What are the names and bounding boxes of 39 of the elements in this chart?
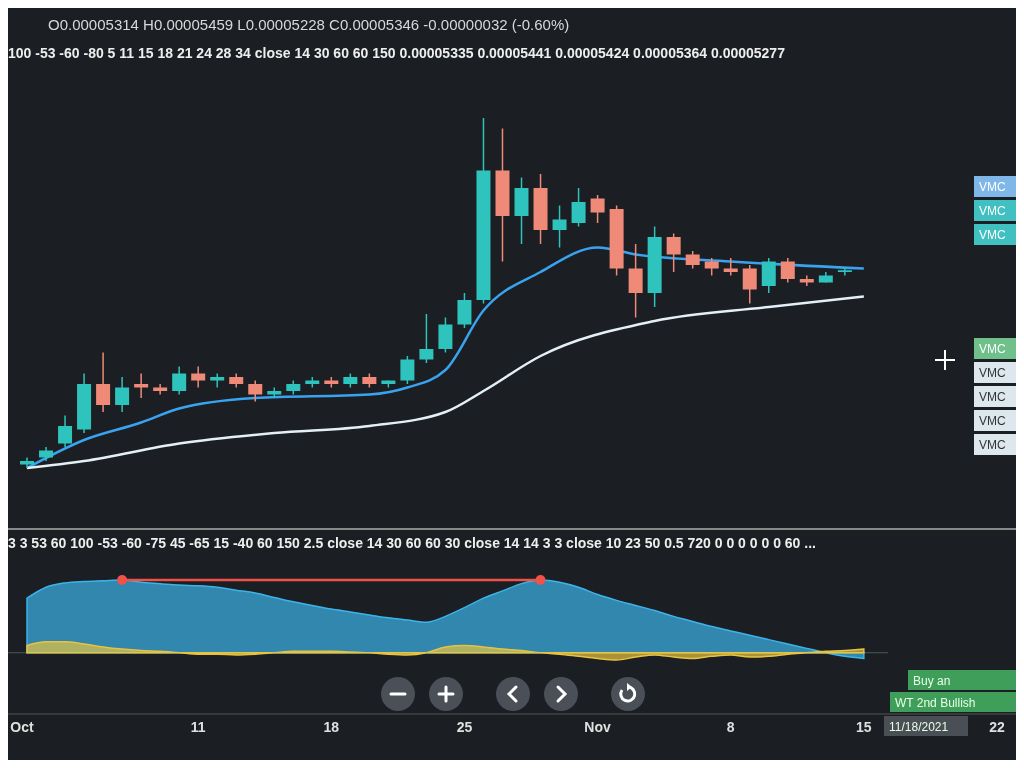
candlestick bbox=[742, 264, 757, 305]
candlestick bbox=[666, 232, 681, 273]
text: WT 2nd Bullish bbox=[895, 696, 976, 710]
candlestick bbox=[134, 372, 149, 399]
annotation: VMC bbox=[979, 438, 1006, 452]
text: 100 -53 -60 -80 5 11 15 18 21 24 28 34 close 14 30 60 60 150 0.00005335 0.00005441 0.00005424 0.00005364 0.00005277 bbox=[8, 45, 786, 61]
annotation: VMC bbox=[979, 204, 1006, 218]
candlestick bbox=[210, 372, 225, 389]
text: 3 3 53 60 100 -53 -60 -75 45 -65 15 -40 60 150 2.5 close 14 30 60 60 30 close 14 14 3 3 close 10 23 50 0.5 720 0 0 0 0 0 0 60 ... bbox=[8, 535, 816, 551]
candlestick bbox=[58, 414, 73, 448]
annotation: VMC bbox=[979, 180, 1006, 194]
annotation: VMC bbox=[979, 342, 1006, 356]
x-tick-label: 22 bbox=[989, 719, 1005, 735]
candlestick bbox=[248, 379, 263, 403]
candlestick bbox=[172, 365, 187, 396]
x-tick-label: 25 bbox=[456, 719, 473, 735]
annotation: VMC bbox=[979, 390, 1006, 404]
candlestick bbox=[837, 267, 852, 277]
x-tick-label: 8 bbox=[726, 719, 735, 735]
candlestick bbox=[96, 351, 111, 413]
candlestick bbox=[590, 194, 605, 224]
candlestick bbox=[780, 257, 795, 284]
annotation: VMC bbox=[979, 228, 1006, 242]
annotation: VMC bbox=[979, 366, 1006, 380]
candlestick bbox=[552, 204, 567, 249]
annotation: VMC bbox=[979, 414, 1006, 428]
text: 11/18/2021 bbox=[889, 720, 949, 734]
candlestick bbox=[571, 187, 586, 228]
candlestick bbox=[191, 365, 206, 389]
x-tick-label: 18 bbox=[323, 719, 340, 735]
candlestick bbox=[115, 376, 130, 413]
x-tick-label: 15 bbox=[856, 719, 872, 735]
candlestick bbox=[400, 355, 415, 385]
text: Buy an bbox=[913, 674, 951, 688]
x-tick-label: 11 bbox=[190, 719, 206, 735]
x-tick-label: Nov bbox=[584, 719, 612, 735]
candlestick bbox=[419, 313, 434, 364]
text: O0.00005314 H0.00005459 L0.00005228 C0.00005346 -0.00000032 (-0.60%) bbox=[48, 16, 570, 33]
x-tick-label: Oct bbox=[10, 719, 34, 735]
